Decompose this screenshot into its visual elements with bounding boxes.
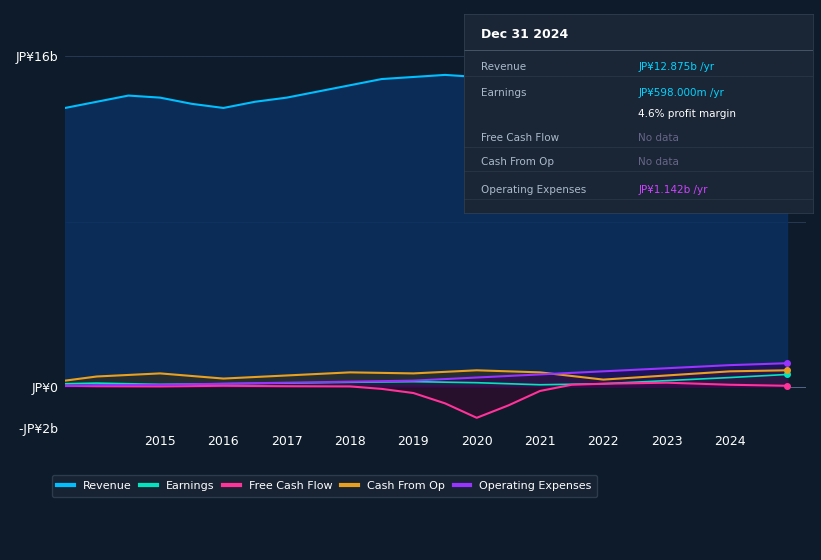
Text: Operating Expenses: Operating Expenses	[481, 185, 586, 195]
Text: No data: No data	[639, 133, 679, 143]
Text: JP¥1.142b /yr: JP¥1.142b /yr	[639, 185, 708, 195]
Legend: Revenue, Earnings, Free Cash Flow, Cash From Op, Operating Expenses: Revenue, Earnings, Free Cash Flow, Cash …	[52, 475, 597, 497]
Text: No data: No data	[639, 157, 679, 167]
Text: Earnings: Earnings	[481, 87, 527, 97]
Text: Revenue: Revenue	[481, 62, 526, 72]
Text: JP¥12.875b /yr: JP¥12.875b /yr	[639, 62, 714, 72]
Text: 4.6% profit margin: 4.6% profit margin	[639, 109, 736, 119]
Text: Cash From Op: Cash From Op	[481, 157, 554, 167]
Text: JP¥598.000m /yr: JP¥598.000m /yr	[639, 87, 724, 97]
Text: Free Cash Flow: Free Cash Flow	[481, 133, 559, 143]
Text: Dec 31 2024: Dec 31 2024	[481, 28, 569, 41]
